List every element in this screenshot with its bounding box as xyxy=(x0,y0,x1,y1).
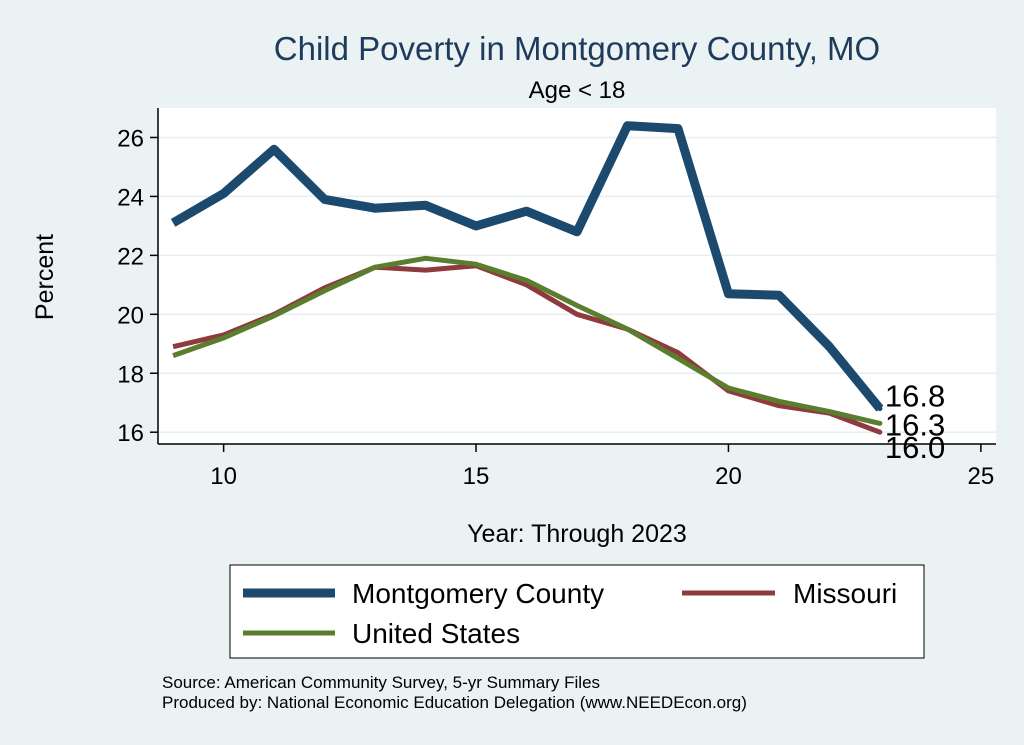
y-tick-label-26: 26 xyxy=(117,125,144,152)
endpoint-marker-2 xyxy=(877,420,883,426)
x-tick-label-20: 20 xyxy=(715,463,742,490)
legend-label-montgomery: Montgomery County xyxy=(352,578,604,609)
chart-title: Child Poverty in Montgomery County, MO xyxy=(274,30,880,67)
x-tick-label-10: 10 xyxy=(210,463,237,490)
y-tick-label-20: 20 xyxy=(117,302,144,329)
y-tick-label-22: 22 xyxy=(117,243,144,270)
end-value-label-1: 16.0 xyxy=(885,430,945,465)
end-value-label-2: 16.3 xyxy=(885,407,945,442)
endpoint-marker-1 xyxy=(877,429,883,435)
legend-label-missouri: Missouri xyxy=(793,578,897,609)
legend: Montgomery County Missouri United States xyxy=(229,564,925,659)
x-tick-label-25: 25 xyxy=(968,463,995,490)
producer-note: Produced by: National Economic Education… xyxy=(162,693,747,712)
series-lines xyxy=(170,121,884,435)
end-labels: 16.8 16.016.3 xyxy=(877,379,945,465)
x-axis-label: Year: Through 2023 xyxy=(467,520,687,548)
source-note: Source: American Community Survey, 5-yr … xyxy=(162,673,600,692)
plot-area xyxy=(158,108,996,444)
end-value-label-0: 16.8 xyxy=(885,379,945,414)
endpoint-marker-0 xyxy=(877,406,883,412)
x-tick-label-15: 15 xyxy=(463,463,490,490)
chart-subtitle: Age < 18 xyxy=(529,77,626,104)
y-axis-label: Percent xyxy=(31,234,59,320)
x-ticks: 10 15 20 25 xyxy=(210,444,994,490)
legend-label-us: United States xyxy=(352,618,520,649)
legend-box xyxy=(229,564,925,659)
axes xyxy=(157,108,996,445)
y-ticks: 16 18 20 22 24 26 xyxy=(117,125,158,447)
y-tick-label-18: 18 xyxy=(117,361,144,388)
series-line-montgomery-county xyxy=(170,121,884,412)
y-tick-label-24: 24 xyxy=(117,184,144,211)
y-tick-label-16: 16 xyxy=(117,420,144,447)
series-line-united-states xyxy=(172,255,881,426)
